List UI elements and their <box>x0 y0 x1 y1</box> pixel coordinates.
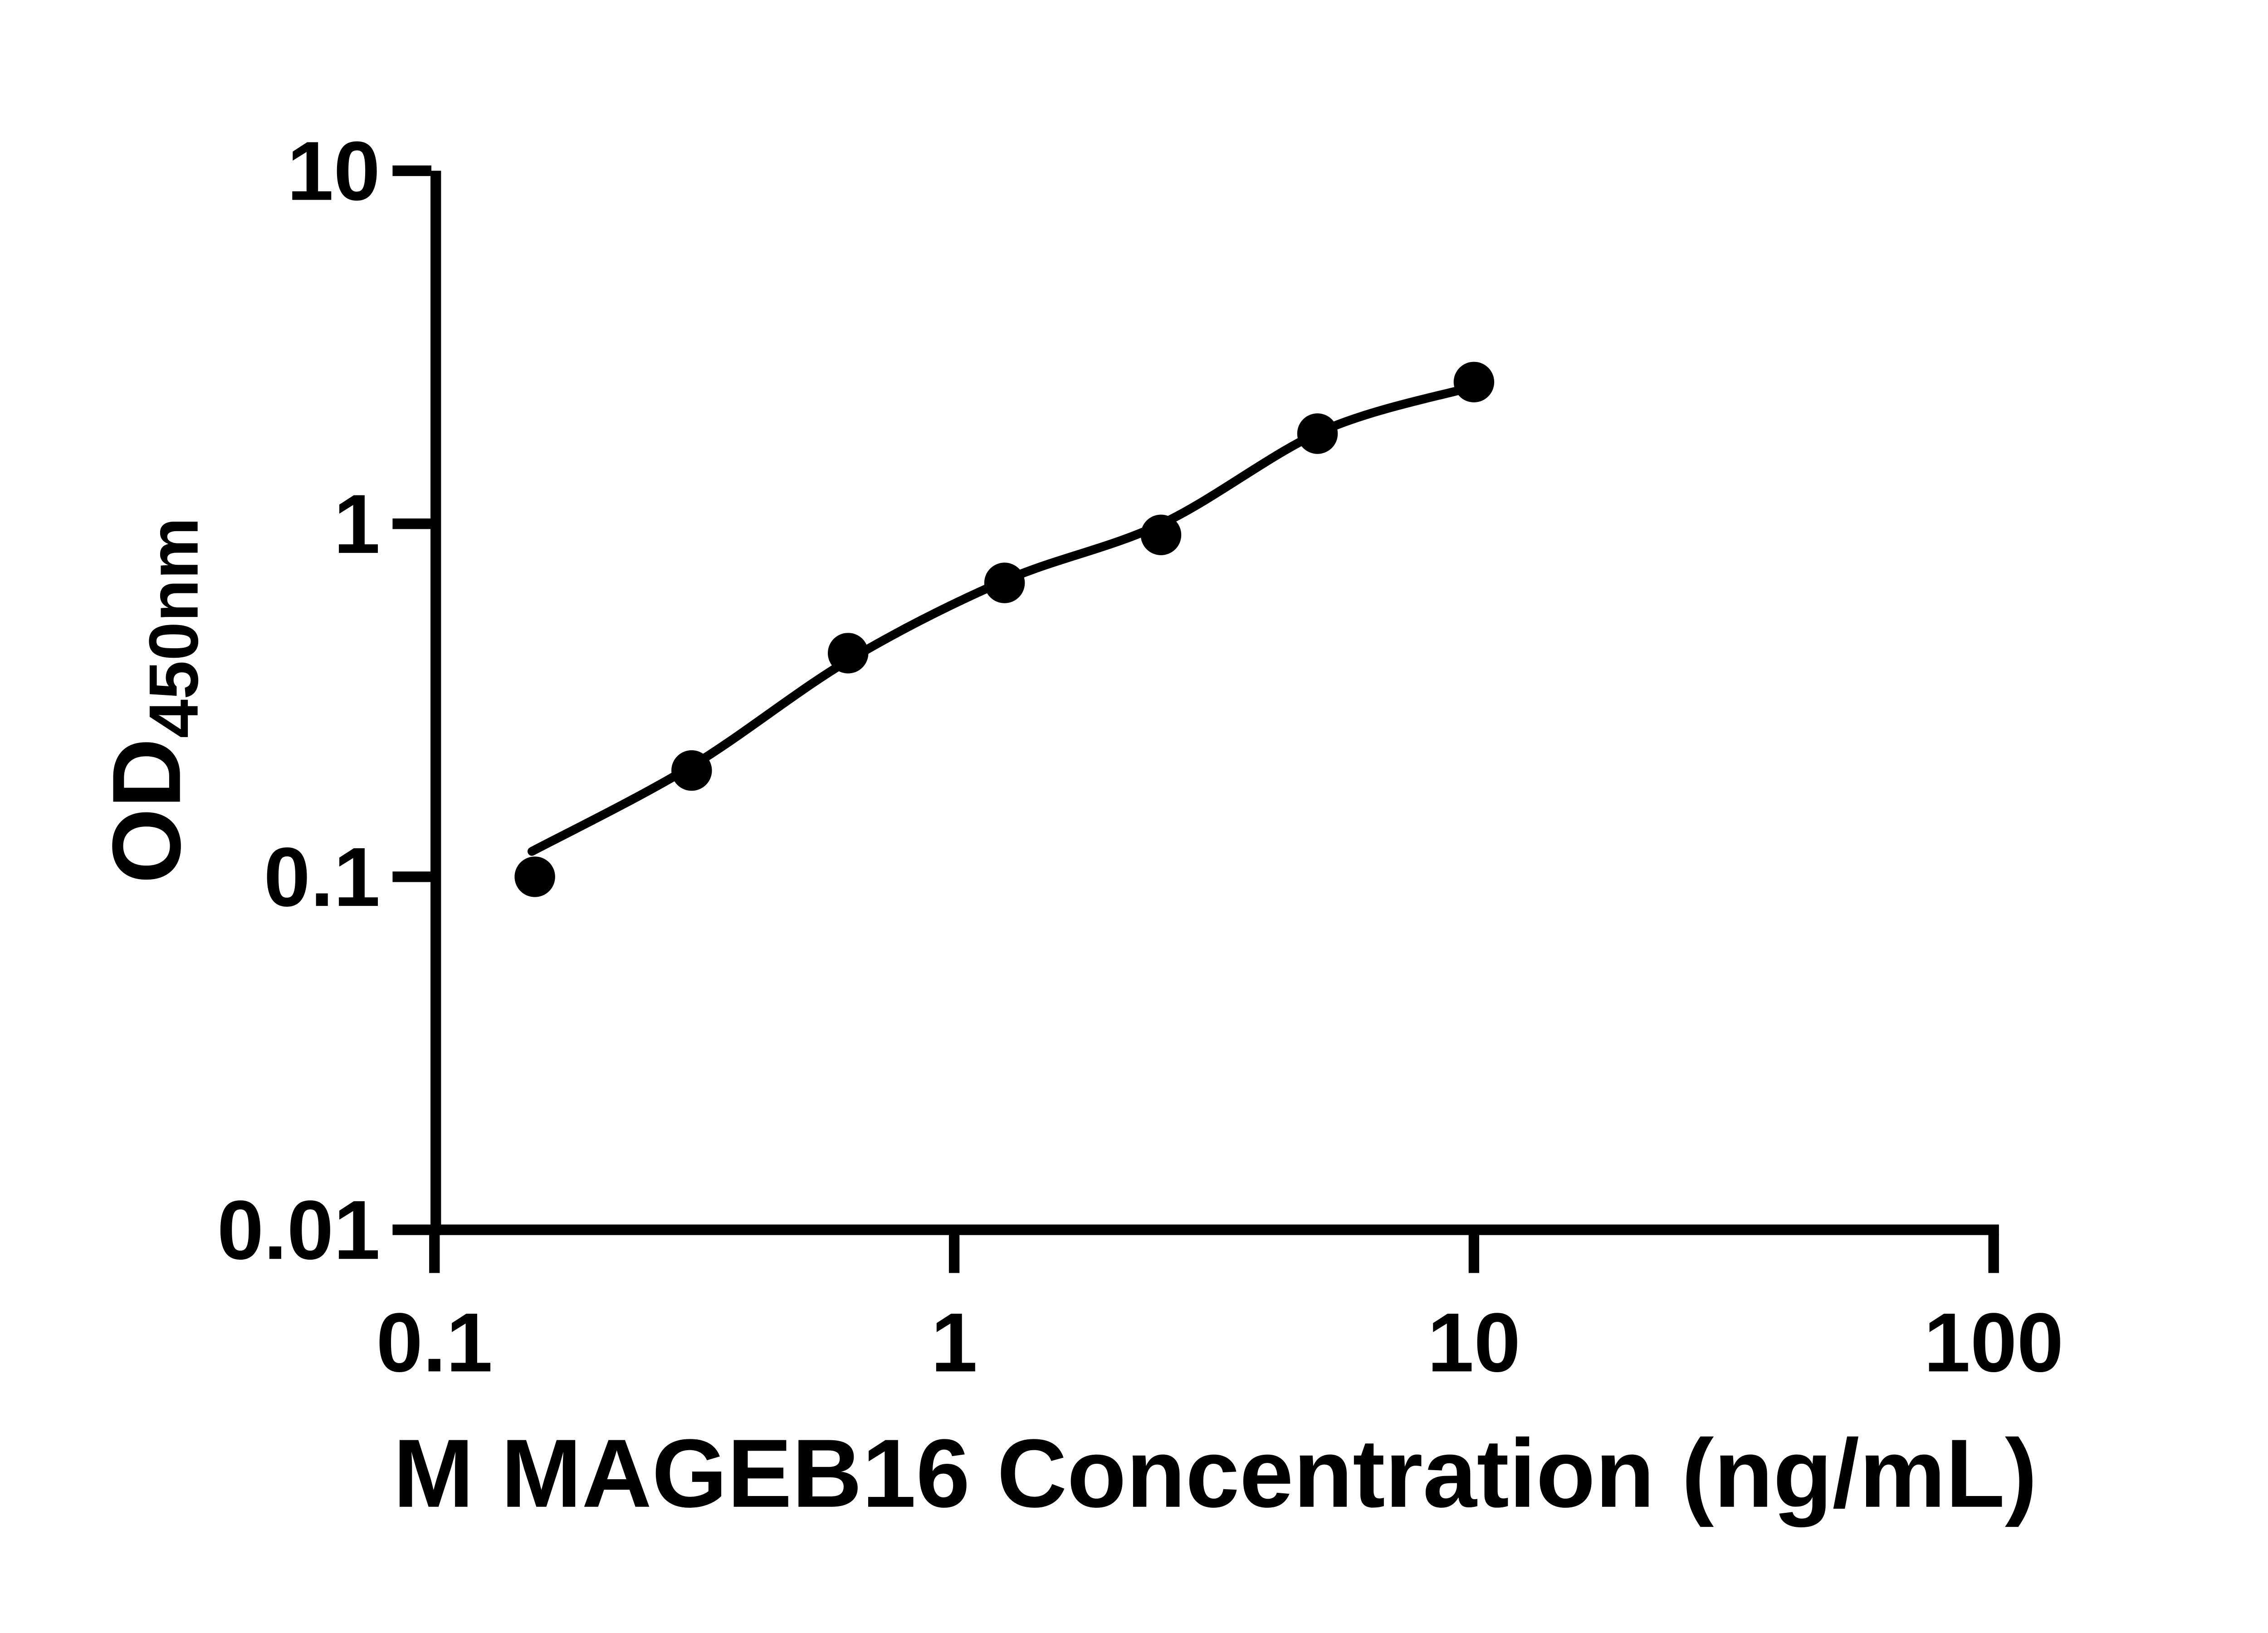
y-tick-label: 10 <box>287 125 381 218</box>
data-point <box>827 633 869 674</box>
x-tick-label: 1 <box>931 1296 978 1389</box>
y-axis-tick-labels: 10 1 0.1 0.01 <box>217 125 381 1277</box>
x-axis-tick-labels: 0.1 1 10 100 <box>376 1296 2063 1389</box>
data-point <box>984 562 1025 603</box>
x-axis-title: M MAGEB16 Concentration (ng/mL) <box>393 1419 2038 1528</box>
y-axis-title-subscript: 450nm <box>135 517 213 738</box>
x-tick-label: 0.1 <box>376 1296 493 1389</box>
data-points-group <box>514 362 1495 897</box>
y-axis-title: OD450nm <box>93 517 213 884</box>
y-tick-label: 0.1 <box>264 831 380 924</box>
y-tick-label: 1 <box>333 478 380 571</box>
x-axis: 0.1 1 10 100 M MAGEB16 Concentration (ng/mL… <box>376 1224 2063 1528</box>
y-tick-label: 0.01 <box>217 1183 381 1277</box>
y-axis: 10 1 0.1 0.01 OD450nm <box>93 125 441 1277</box>
y-axis-title-main: OD <box>93 738 201 884</box>
data-point <box>1140 514 1182 555</box>
data-point <box>1453 362 1495 403</box>
x-axis-ticks <box>429 1234 1999 1273</box>
data-point <box>1297 413 1338 454</box>
y-axis-ticks <box>392 165 431 1235</box>
data-point <box>671 750 712 791</box>
x-tick-label: 100 <box>1924 1296 2063 1389</box>
fit-curve <box>527 383 1474 856</box>
data-point <box>514 856 555 897</box>
fit-curve-group <box>527 383 1474 856</box>
x-tick-label: 10 <box>1427 1296 1521 1389</box>
